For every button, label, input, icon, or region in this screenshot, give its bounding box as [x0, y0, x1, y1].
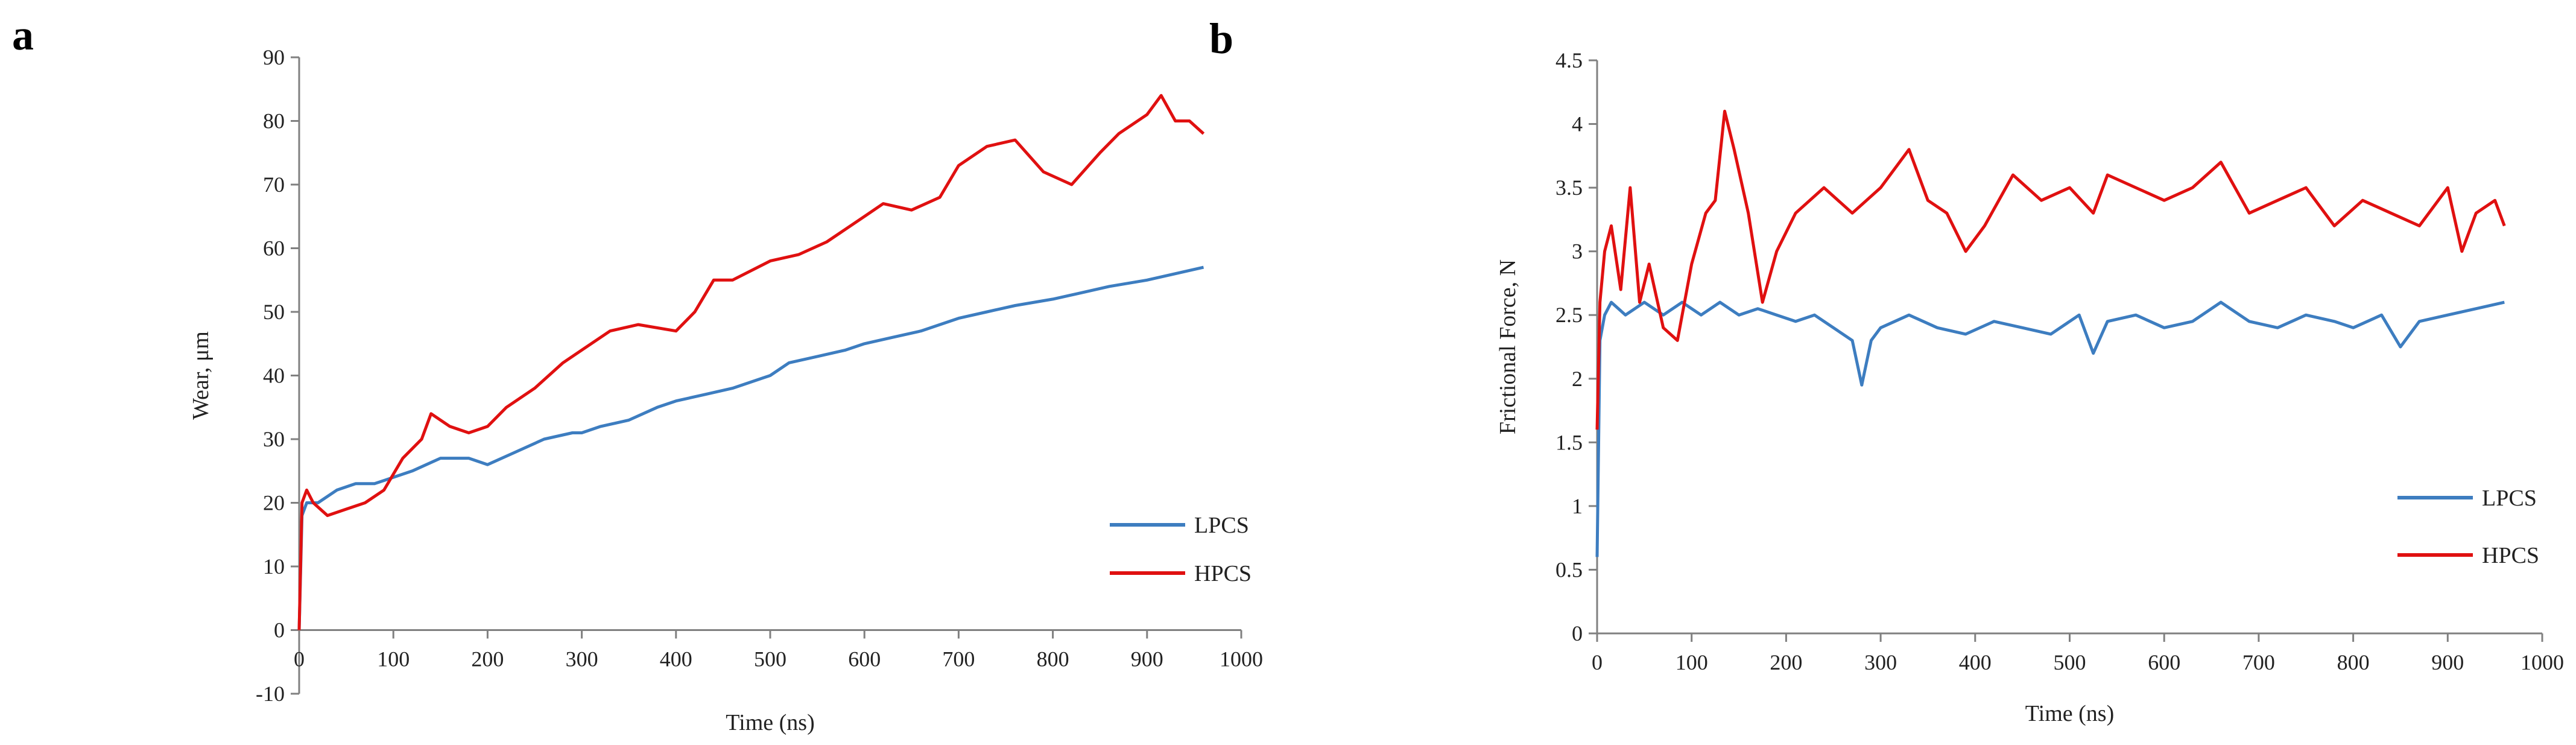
panel-a-x-tick-label: 300	[566, 647, 598, 671]
panel-a-x-tick-label: 500	[754, 647, 786, 671]
panel-b-y-tick-label: 0	[1572, 621, 1583, 645]
panel-a-y-tick-label: 10	[263, 554, 285, 579]
panel-b-series-hpcs-line	[1595, 109, 2506, 430]
panel-b-x-tick-label: 800	[2337, 650, 2370, 674]
panel-b-y-tick-label: 4.5	[1555, 48, 1583, 72]
panel-a-y-tick-label: 80	[263, 109, 285, 133]
panel-a-legend-lpcs-label: LPCS	[1194, 513, 1249, 538]
panel-b-x-tick-label: 400	[1959, 650, 1992, 674]
panel-b-x-tick-label: 0	[1592, 650, 1603, 674]
panel-a-y-tick-label: 60	[263, 236, 285, 261]
panel-a-label: a	[12, 11, 34, 59]
panel-a-legend-hpcs-label: HPCS	[1194, 561, 1252, 586]
panel-b-y-axis-title: Frictional Force, N	[1495, 259, 1521, 434]
panel-a-x-tick-label: 200	[471, 647, 504, 671]
panel-a-x-tick-label: 900	[1131, 647, 1163, 671]
panel-b-x-tick-label: 700	[2242, 650, 2275, 674]
panel-b-y-tick-label: 2	[1572, 367, 1583, 391]
panel-b-y-tick-label: 1.5	[1555, 430, 1583, 454]
panel-a-y-tick-label: 70	[263, 173, 285, 197]
panel-a-y-tick-label: 50	[263, 300, 285, 324]
panel-a-x-tick-label: 700	[942, 647, 975, 671]
panel-a-x-tick-label: 600	[848, 647, 881, 671]
panel-b-x-tick-label: 500	[2054, 650, 2086, 674]
panel-b-x-tick-label: 300	[1864, 650, 1897, 674]
panel-a-y-tick-label: 90	[263, 45, 285, 69]
panel-b-y-tick-label: 2.5	[1555, 303, 1583, 327]
panel-b-y-tick-label: 4	[1572, 112, 1583, 136]
panel-b-y-tick-label: 3	[1572, 239, 1583, 264]
panel-a-x-tick-label: 800	[1037, 647, 1069, 671]
panel-a-x-tick-label: 100	[377, 647, 410, 671]
panel-b-series-lpcs-line	[1595, 300, 2505, 557]
panel-b-legend-lpcs-label: LPCS	[2482, 486, 2537, 511]
panel-a-y-tick-label: 20	[263, 491, 285, 515]
panel-a-y-tick-label: -10	[256, 682, 285, 706]
panel-b-y-tick-label: 0.5	[1555, 557, 1583, 582]
panel-a-series-lpcs-line	[297, 265, 1204, 630]
panel-a-y-tick-label: 0	[274, 618, 285, 642]
panel-b-y-tick-label: 1	[1572, 494, 1583, 518]
panel-b: b 0 0.5 1 1.5 2 2.5 3 3.5 4 4.5 0 100 200 300 400 500 60…	[1209, 14, 2564, 726]
panel-a-x-tick-label: 1000	[1220, 647, 1263, 671]
panel-b-x-tick-label: 900	[2431, 650, 2464, 674]
panel-b-x-tick-label: 100	[1676, 650, 1708, 674]
panel-b-x-axis-title: Time (ns)	[2025, 701, 2114, 726]
panel-b-x-tick-label: 200	[1770, 650, 1802, 674]
panel-b-legend-hpcs-label: HPCS	[2482, 543, 2539, 568]
panel-a-series-hpcs-line	[297, 94, 1205, 630]
panel-a-y-tick-label: 30	[263, 427, 285, 451]
panel-b-x-tick-label: 1000	[2521, 650, 2564, 674]
panel-b-y-tick-label: 3.5	[1555, 176, 1583, 200]
panel-a-y-axis-title: Wear, μm	[188, 331, 214, 420]
panel-a-x-axis-title: Time (ns)	[726, 710, 814, 735]
panel-b-x-tick-label: 600	[2148, 650, 2180, 674]
panel-b-label: b	[1209, 14, 1233, 63]
panel-a-y-tick-label: 40	[263, 364, 285, 388]
panel-a-x-tick-label: 400	[660, 647, 692, 671]
panel-a-x-tick-label: 0	[294, 647, 305, 671]
